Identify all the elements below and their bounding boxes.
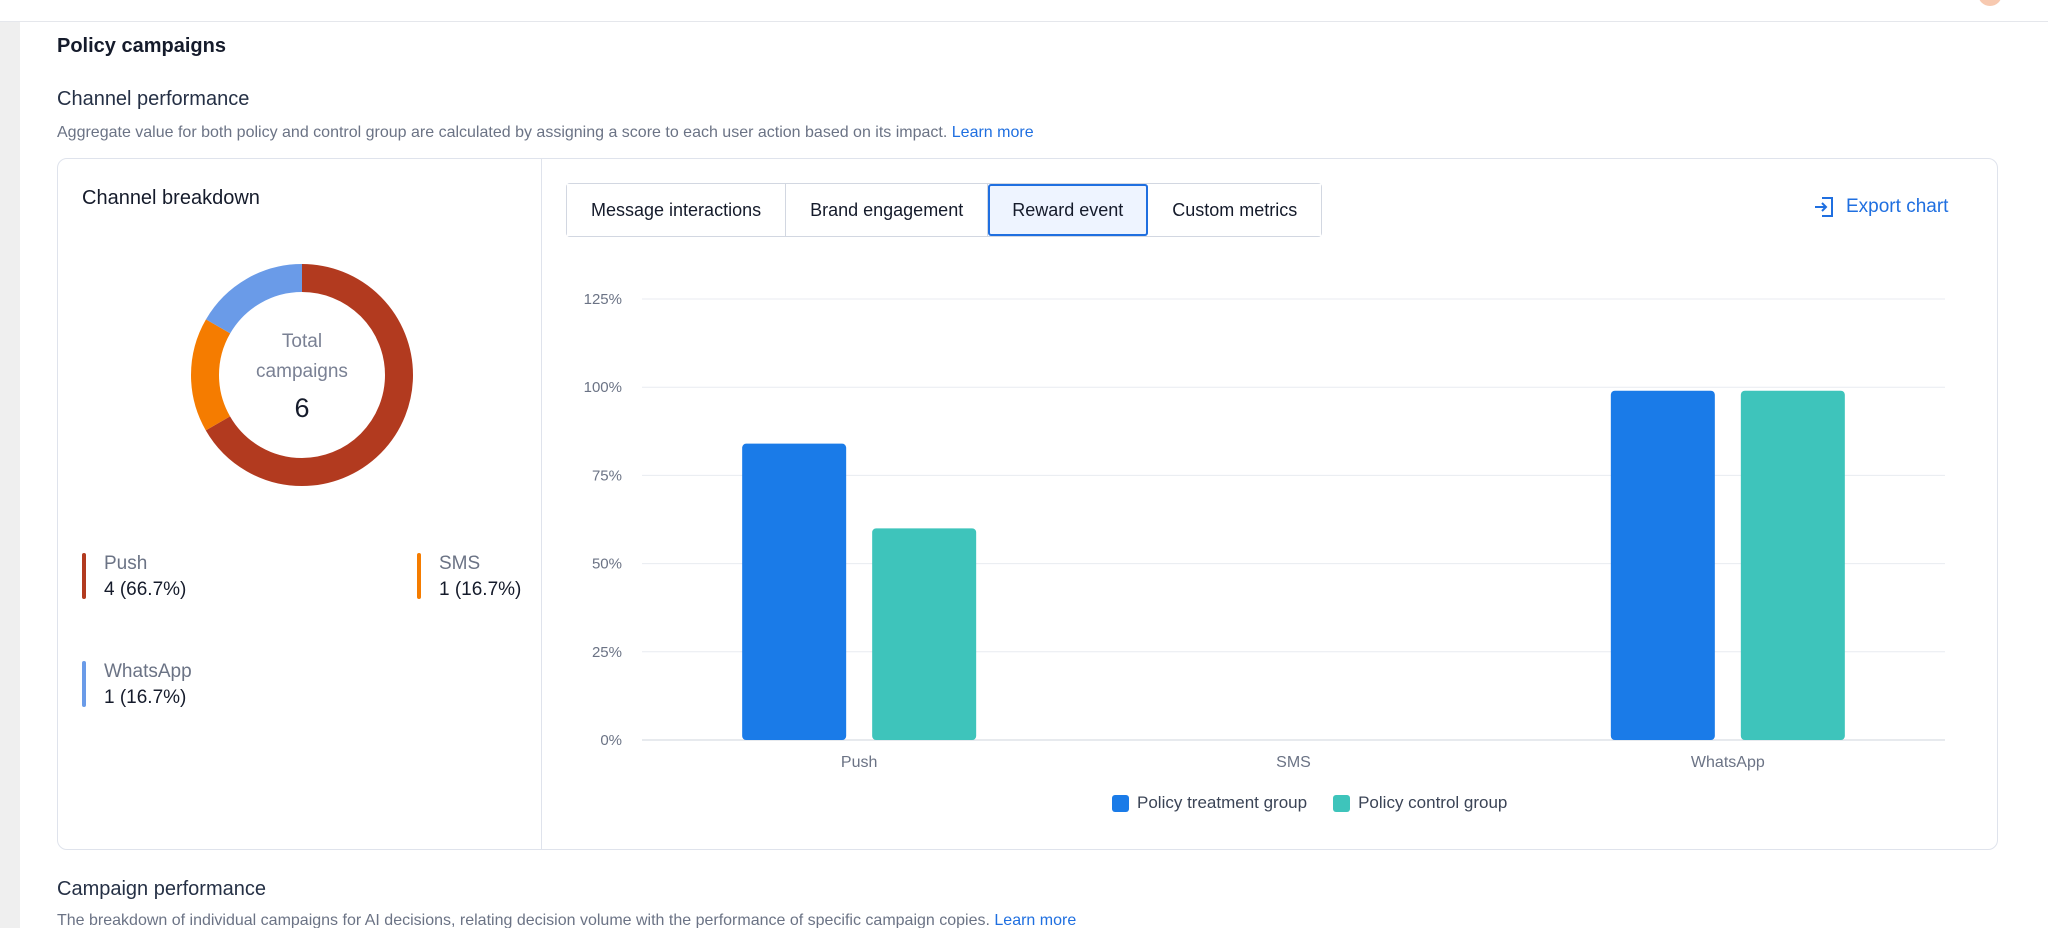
channel-donut-chart [191,264,413,486]
bar-push-treatment[interactable] [742,443,847,740]
control-swatch [1333,794,1351,812]
x-tick-label: SMS [1276,754,1311,771]
whatsapp-value: 1 (16.7%) [104,687,187,708]
treatment-swatch [1112,794,1129,812]
export-icon [1815,197,1833,217]
tab-custom-metrics[interactable]: Custom metrics [1148,184,1322,236]
chart-legend: Policy treatment group Policy control gr… [1112,793,1507,813]
y-tick-label: 50% [592,556,622,573]
bar-chart: 0% 25% 50% 75% 100% 125% Push SMS WhatsApp [584,291,1945,771]
channel-breakdown-title: Channel breakdown [82,187,260,209]
campaign-performance-description: The breakdown of individual campaigns fo… [57,912,1076,928]
donut-slice-sms[interactable] [191,264,413,486]
avatar[interactable] [1978,0,2002,6]
donut-center: Total campaigns 6 [188,261,416,489]
campaign-performance-text: The breakdown of individual campaigns fo… [57,912,990,928]
learn-more-link[interactable]: Learn more [951,124,1034,141]
channel-performance-text: Aggregate value for both policy and cont… [57,124,948,141]
push-value: 4 (66.7%) [104,579,187,600]
sms-value: 1 (16.7%) [439,579,522,600]
bar-push-control[interactable] [872,528,977,740]
x-tick-label: Push [841,754,877,771]
chart-panel: Message interactions Brand engagement Re… [542,159,1997,849]
sms-color-bar [417,553,421,599]
push-label: Push [104,553,148,574]
legend-treatment: Policy treatment group [1137,793,1308,812]
y-tick-label: 100% [584,379,622,396]
export-chart-label: Export chart [1846,196,1949,217]
y-tick-label: 75% [592,467,622,484]
legend-control: Policy control group [1358,793,1508,812]
bar-whatsapp-treatment[interactable] [1610,390,1715,740]
bar-whatsapp-control[interactable] [1740,390,1845,740]
top-bar [0,0,2048,22]
channel-performance-card: Channel breakdown Total campaigns 6 Push… [57,158,1998,850]
whatsapp-color-bar [82,661,86,707]
main-content: Policy campaigns Channel performance Agg… [20,22,2048,928]
metric-tabs: Message interactions Brand engagement Re… [566,183,1323,237]
total-campaigns-value: 6 [294,392,310,423]
tab-message-interactions[interactable]: Message interactions [567,184,787,236]
donut-slice-whatsapp[interactable] [191,264,413,486]
y-tick-label: 0% [600,732,622,749]
y-tick-label: 125% [584,291,622,308]
legend-whatsapp: WhatsApp 1 (16.7%) [82,659,192,711]
tab-brand-engagement[interactable]: Brand engagement [786,184,989,236]
channel-performance-description: Aggregate value for both policy and cont… [57,124,1034,142]
learn-more-link-2[interactable]: Learn more [994,912,1077,928]
tab-reward-event[interactable]: Reward event [988,184,1149,236]
whatsapp-label: WhatsApp [104,661,192,682]
x-tick-label: WhatsApp [1691,754,1765,771]
total-campaigns-label: Total campaigns [256,330,348,382]
channel-breakdown-panel: Channel breakdown Total campaigns 6 Push… [58,159,542,849]
push-color-bar [82,553,86,599]
legend-sms: SMS 1 (16.7%) [417,551,521,603]
export-chart-button[interactable]: Export chart [1812,195,1948,219]
sms-label: SMS [439,553,481,574]
legend-push: Push 4 (66.7%) [82,551,186,603]
campaign-performance-title: Campaign performance [57,878,266,900]
page-title: Policy campaigns [57,35,226,57]
y-tick-label: 25% [592,644,622,661]
channel-performance-title: Channel performance [57,88,250,110]
